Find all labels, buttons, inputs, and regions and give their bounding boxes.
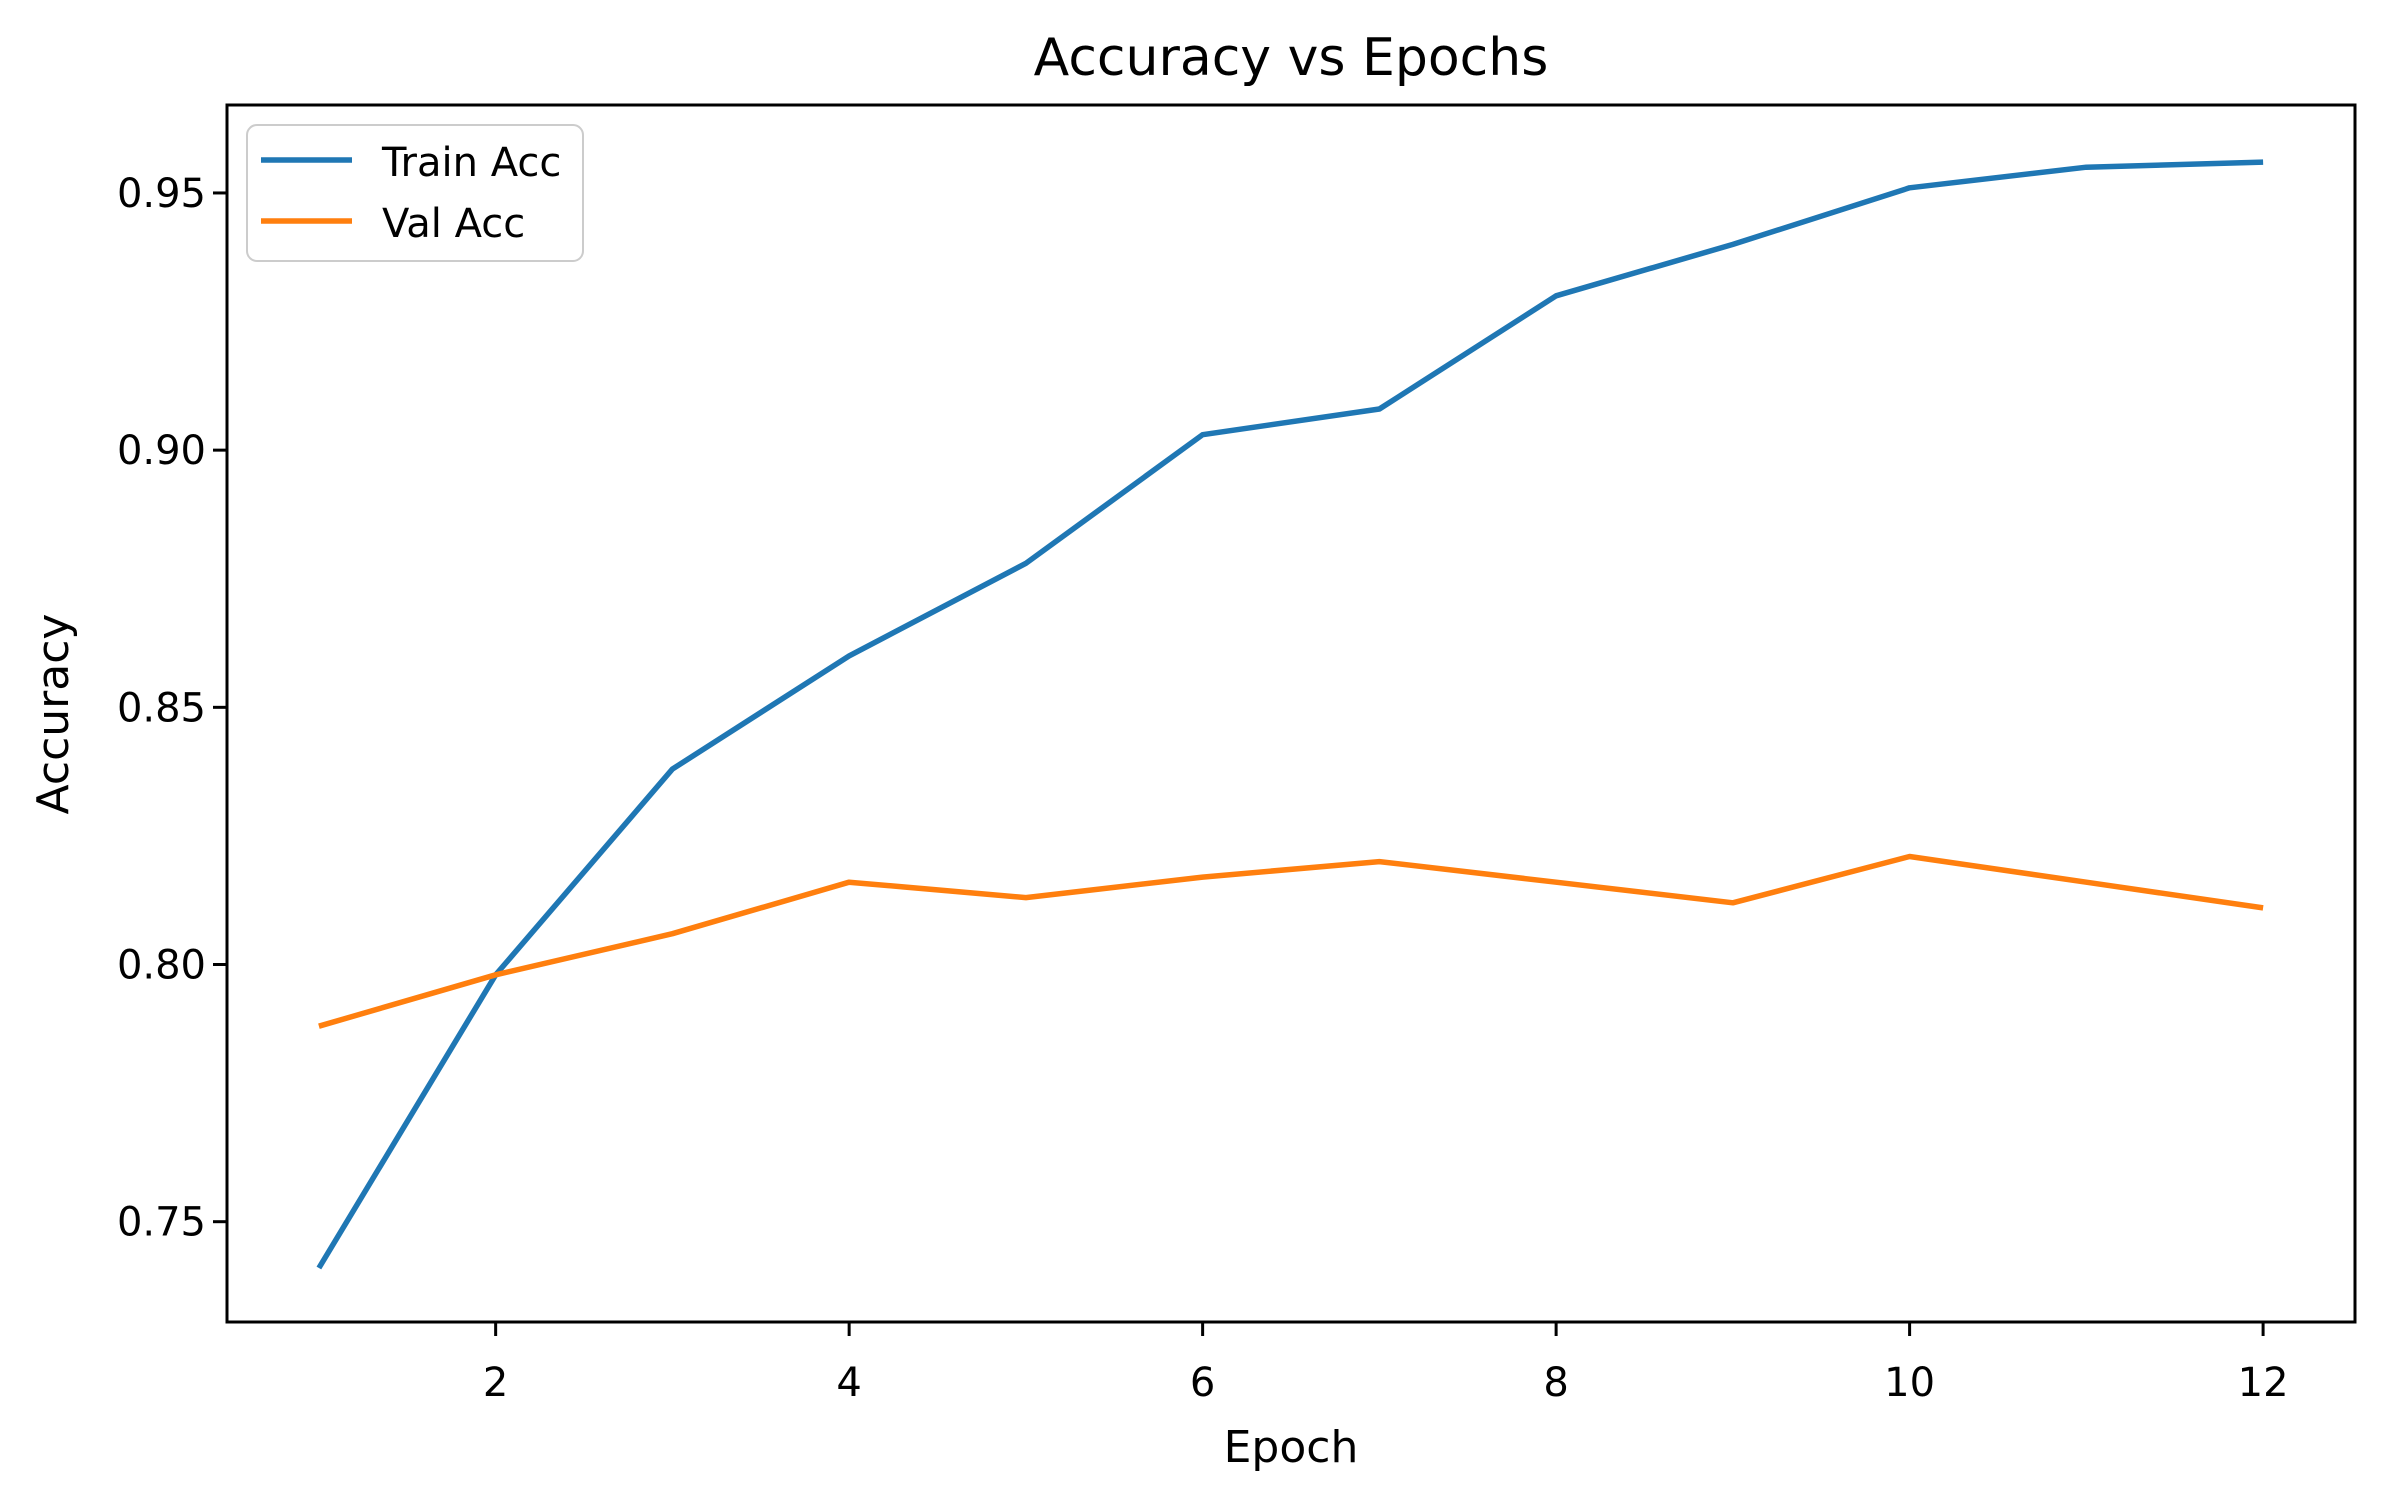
- y-tick-label-0.85: 0.85: [117, 685, 206, 731]
- x-tick-label-8: 8: [1543, 1360, 1568, 1406]
- val-acc-line: [318, 853, 2264, 1029]
- y-tick-label-0.75: 0.75: [117, 1200, 206, 1246]
- legend: Train Acc Val Acc: [246, 124, 584, 262]
- x-tick-label-6: 6: [1190, 1360, 1215, 1406]
- x-tick-label-2: 2: [483, 1360, 508, 1406]
- train-acc-line: [316, 159, 2264, 1270]
- x-tick-label-10: 10: [1884, 1360, 1935, 1406]
- axes-frame: [225, 103, 2357, 1324]
- y-tick-label-0.90: 0.90: [117, 428, 206, 474]
- y-axis-label: Accuracy: [28, 614, 79, 815]
- legend-entry-train-acc: Train Acc: [381, 140, 561, 186]
- x-tick-label-4: 4: [836, 1360, 861, 1406]
- legend-entry-val-acc: Val Acc: [382, 201, 525, 247]
- chart-title: Accuracy vs Epochs: [1034, 28, 1549, 88]
- y-tick-label-0.80: 0.80: [117, 943, 206, 989]
- y-tick-label-0.95: 0.95: [117, 171, 206, 217]
- x-tick-label-12: 12: [2238, 1360, 2289, 1406]
- x-axis-label: Epoch: [1224, 1422, 1359, 1473]
- plot-area: 2 4 6 8 10 12 0.75 0.80 0.85 0.90 0.95: [117, 103, 2357, 1406]
